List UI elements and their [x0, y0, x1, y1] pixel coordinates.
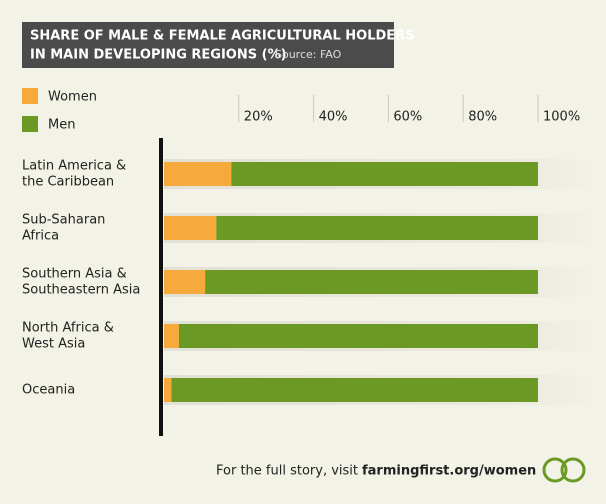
bar-segment [164, 378, 172, 402]
bar-segment [216, 216, 539, 240]
x-tick-label: 20% [244, 110, 273, 125]
source: Source: FAO [275, 48, 342, 61]
bar-segment [178, 324, 538, 348]
y-tick-label: Sub-Saharan [22, 213, 105, 228]
chart-title: SHARE OF MALE & FEMALE AGRICULTURAL HOLD… [30, 29, 415, 44]
x-tick-label: 60% [393, 110, 422, 125]
legend-swatch [22, 116, 38, 132]
bar-segment [231, 162, 538, 186]
title-box [22, 22, 394, 68]
axis-line [159, 138, 163, 436]
footer-link[interactable]: farmingfirst.org/women [362, 464, 536, 479]
chart-title: IN MAIN DEVELOPING REGIONS (%) [30, 48, 287, 63]
legend-label: Men [48, 118, 75, 133]
footer-text: For the full story, visit [216, 464, 358, 479]
y-tick-label: Africa [22, 229, 59, 244]
x-tick-label: 100% [543, 110, 580, 125]
y-tick-label: North Africa & [22, 321, 114, 336]
bar-segment [164, 324, 179, 348]
bar-segment [205, 270, 538, 294]
x-tick-label: 40% [319, 110, 348, 125]
legend-label: Women [48, 90, 97, 105]
legend-swatch [22, 88, 38, 104]
bar-segment [164, 216, 217, 240]
y-tick-label: Southeastern Asia [22, 283, 140, 298]
bar-segment [164, 162, 232, 186]
y-tick-label: the Caribbean [22, 175, 114, 190]
bar-segment [164, 270, 206, 294]
y-tick-label: West Asia [22, 337, 85, 352]
bar-segment [171, 378, 539, 402]
y-tick-label: Oceania [22, 383, 75, 398]
y-tick-label: Southern Asia & [22, 267, 127, 282]
x-tick-label: 80% [468, 110, 497, 125]
logo [542, 457, 568, 483]
y-tick-label: Latin America & [22, 159, 126, 174]
logo [560, 457, 586, 483]
